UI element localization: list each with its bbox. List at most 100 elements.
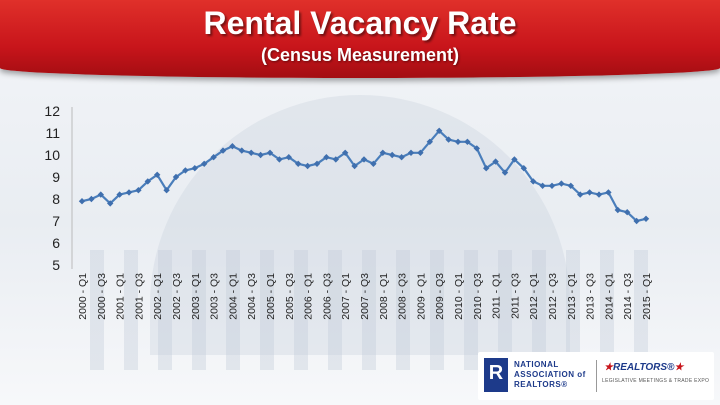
data-point [135, 187, 142, 194]
data-point [107, 200, 114, 207]
data-point [398, 154, 405, 161]
data-point [248, 149, 255, 156]
data-point [501, 169, 509, 176]
data-point [426, 138, 433, 145]
data-point [605, 189, 612, 196]
data-point [624, 209, 631, 216]
x-tick-label: 2006 - Q1 [303, 273, 315, 320]
x-tick-label: 2009 - Q3 [434, 273, 446, 320]
x-tick-label: 2010 - Q1 [453, 273, 465, 320]
x-tick-label: 2012 - Q3 [547, 273, 559, 320]
legislative-text: LEGISLATIVE MEETINGS & TRADE EXPO [602, 378, 710, 384]
star-icon: ★ [674, 362, 684, 373]
x-tick-label: 2005 - Q1 [265, 273, 277, 320]
x-tick-label: 2001 - Q1 [115, 273, 127, 320]
data-point [229, 143, 236, 150]
data-point [407, 149, 415, 156]
y-tick-label: 5 [52, 257, 60, 273]
data-point [586, 189, 593, 196]
chart-subtitle: (Census Measurement) [260, 45, 460, 65]
data-point [360, 156, 368, 163]
data-point [257, 151, 264, 159]
x-tick-label: 2006 - Q3 [321, 273, 333, 320]
y-tick-label: 7 [52, 213, 60, 229]
x-tick-label: 2005 - Q3 [284, 273, 296, 320]
x-tick-label: 2001 - Q3 [133, 273, 145, 320]
data-point [614, 206, 621, 214]
data-point [266, 149, 274, 156]
data-point [370, 160, 377, 167]
data-point [539, 182, 546, 189]
title-banner: Rental Vacancy Rate (Census Measurement) [0, 0, 720, 78]
data-point [304, 162, 311, 170]
data-point [436, 127, 443, 134]
x-tick-label: 2015 - Q1 [641, 273, 653, 320]
data-point [323, 154, 330, 161]
data-point [445, 136, 452, 143]
nar-logo-icon: R [484, 358, 508, 392]
data-point [210, 154, 217, 161]
x-tick-label: 2013 - Q3 [585, 273, 597, 320]
data-point [172, 173, 180, 181]
data-point [567, 182, 574, 189]
x-tick-label: 2009 - Q1 [415, 273, 427, 320]
data-point [483, 165, 490, 172]
data-point [154, 171, 161, 178]
y-tick-label: 8 [52, 191, 60, 207]
data-point [548, 182, 556, 189]
nar-text-line2: ASSOCIATION of [514, 370, 586, 379]
data-point [577, 191, 584, 198]
data-point [379, 149, 386, 156]
data-point [238, 147, 245, 154]
data-point [389, 151, 396, 159]
realtors-word: REALTORS® [612, 362, 675, 373]
data-point [97, 191, 104, 198]
data-point [191, 165, 198, 172]
x-tick-label: 2003 - Q1 [190, 273, 202, 320]
x-tick-label: 2007 - Q1 [340, 273, 352, 320]
data-point [417, 149, 424, 156]
x-tick-label: 2003 - Q3 [209, 273, 221, 320]
x-tick-label: 2007 - Q3 [359, 273, 371, 320]
data-point [285, 154, 292, 161]
x-tick-label: 2000 - Q1 [77, 273, 89, 320]
y-tick-label: 9 [52, 169, 60, 185]
data-point [295, 160, 302, 167]
data-point [473, 145, 480, 152]
data-point [276, 156, 283, 163]
x-tick-label: 2014 - Q3 [622, 273, 634, 320]
x-tick-label: 2014 - Q1 [603, 273, 615, 320]
data-point [163, 187, 170, 194]
data-point [332, 156, 339, 163]
y-tick-label: 11 [45, 125, 60, 141]
data-point [520, 165, 527, 172]
data-point [492, 158, 499, 165]
data-point [454, 138, 462, 145]
series-line [81, 129, 647, 223]
data-point [125, 189, 133, 196]
x-tick-label: 2008 - Q1 [378, 273, 390, 320]
data-point [88, 195, 95, 203]
nar-logo-text: NATIONAL ASSOCIATION of REALTORS® [514, 360, 586, 390]
data-point [342, 149, 349, 156]
x-tick-label: 2000 - Q3 [96, 273, 108, 320]
y-tick-label: 6 [52, 235, 60, 251]
realtors-legislative-logo: ★REALTORS®★ [604, 362, 683, 373]
x-tick-label: 2002 - Q3 [171, 273, 183, 320]
footer-logos: R NATIONAL ASSOCIATION of REALTORS® ★REA… [478, 352, 714, 400]
x-tick-label: 2011 - Q1 [491, 273, 503, 319]
data-point [201, 160, 208, 167]
logo-divider [596, 360, 597, 392]
data-point [595, 191, 603, 198]
data-point [182, 167, 189, 174]
data-point [219, 147, 227, 154]
x-tick-label: 2004 - Q3 [246, 273, 258, 320]
nar-text-line3: REALTORS® [514, 380, 568, 389]
data-point [511, 156, 518, 163]
chart-title: Rental Vacancy Rate [203, 5, 517, 41]
data-point [464, 138, 471, 145]
data-point [351, 162, 358, 170]
nar-text-line1: NATIONAL [514, 360, 559, 369]
data-point [530, 178, 537, 185]
